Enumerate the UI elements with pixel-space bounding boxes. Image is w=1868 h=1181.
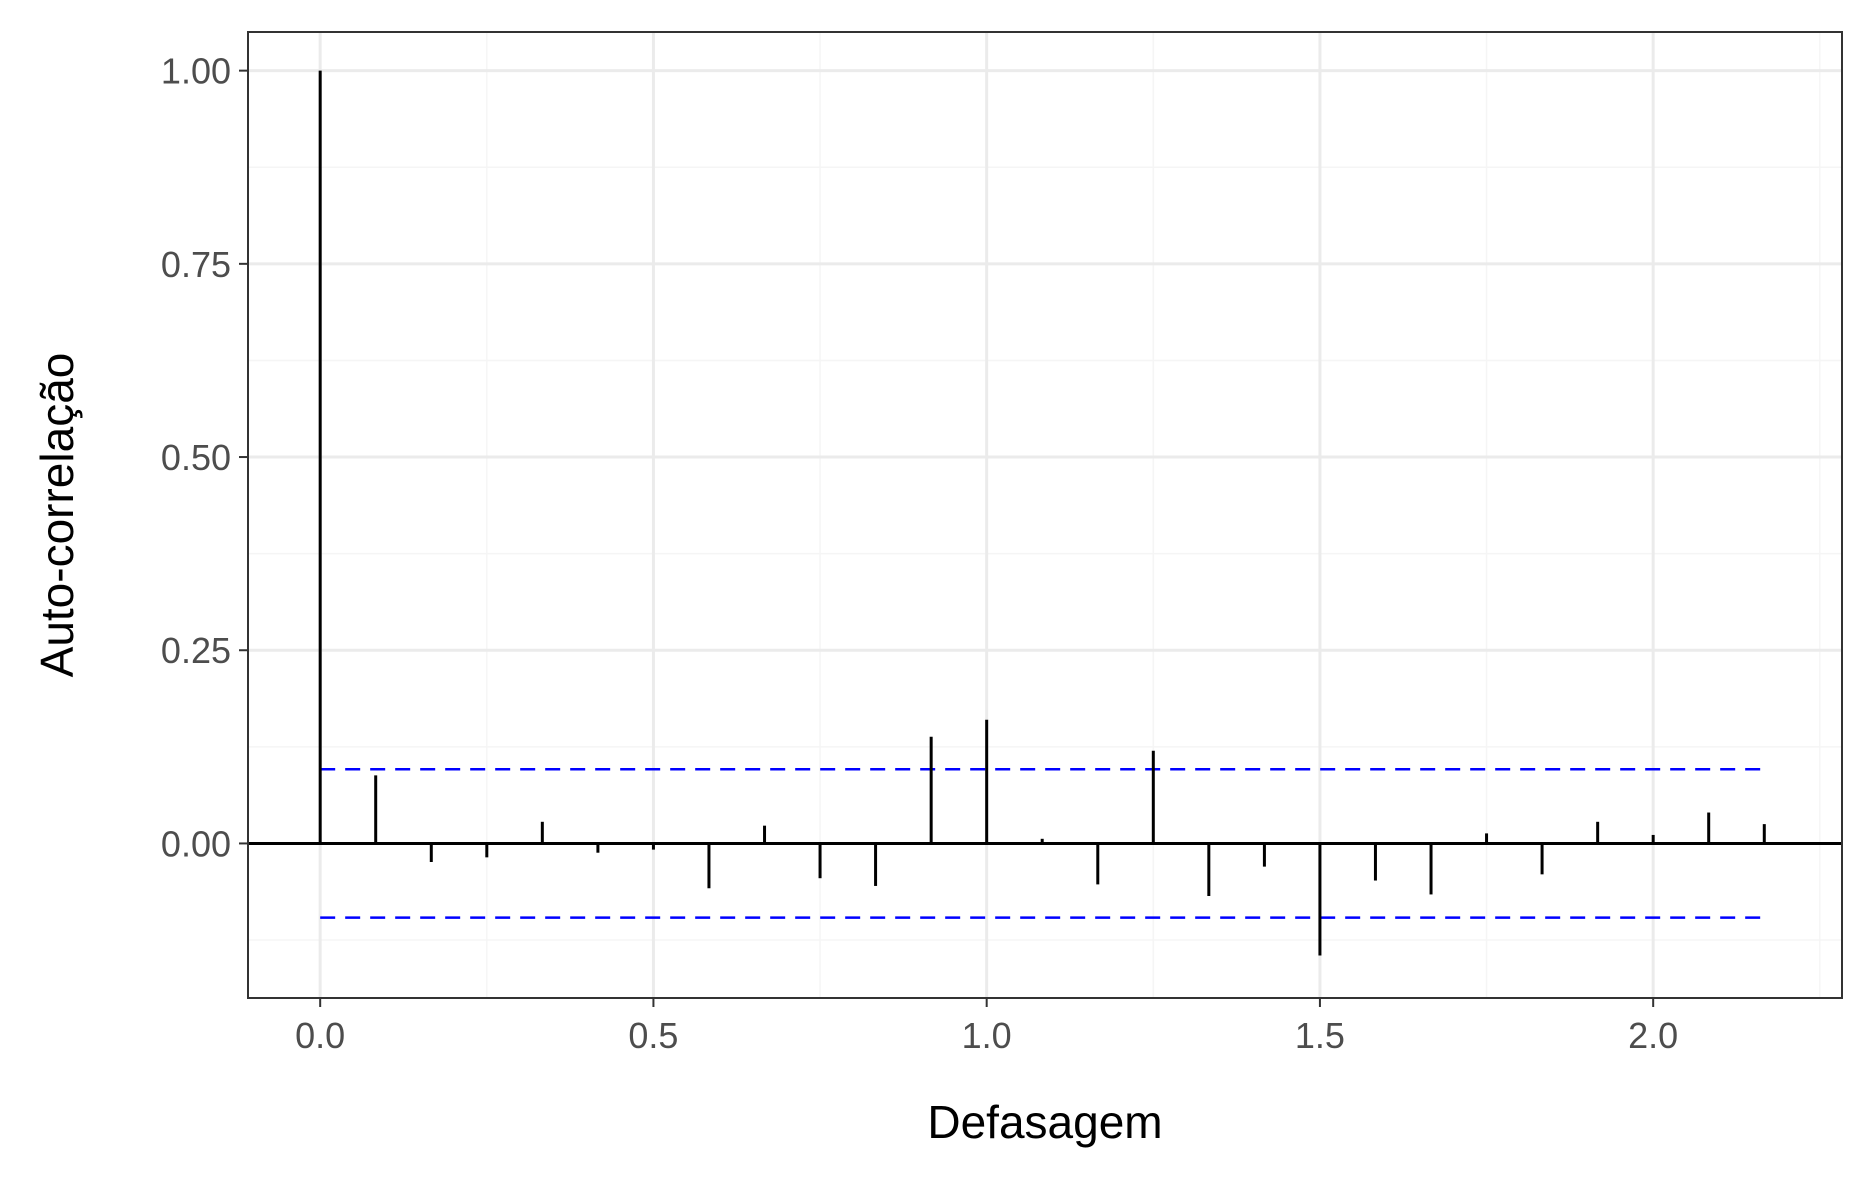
y-axis: 0.00 0.25 0.50 0.75 1.00 bbox=[161, 51, 248, 864]
y-axis-title: Auto-correlação bbox=[31, 353, 83, 678]
x-tick-label: 1.5 bbox=[1295, 1015, 1345, 1056]
y-tick-label: 1.00 bbox=[161, 51, 231, 92]
y-tick-label: 0.00 bbox=[161, 823, 231, 864]
plot-background bbox=[248, 32, 1842, 998]
acf-bars bbox=[318, 70, 1766, 956]
panel-border bbox=[247, 31, 1843, 999]
confidence-bands bbox=[320, 767, 1765, 919]
x-tick-label: 2.0 bbox=[1628, 1015, 1678, 1056]
x-axis: 0.0 0.5 1.0 1.5 2.0 bbox=[295, 998, 1678, 1056]
grid-minor bbox=[248, 32, 1842, 998]
y-tick-label: 0.50 bbox=[161, 437, 231, 478]
y-tick-label: 0.75 bbox=[161, 244, 231, 285]
x-tick-label: 1.0 bbox=[962, 1015, 1012, 1056]
y-tick-label: 0.25 bbox=[161, 630, 231, 671]
x-tick-label: 0.5 bbox=[628, 1015, 678, 1056]
x-axis-title: Defasagem bbox=[927, 1096, 1162, 1148]
x-tick-label: 0.0 bbox=[295, 1015, 345, 1056]
